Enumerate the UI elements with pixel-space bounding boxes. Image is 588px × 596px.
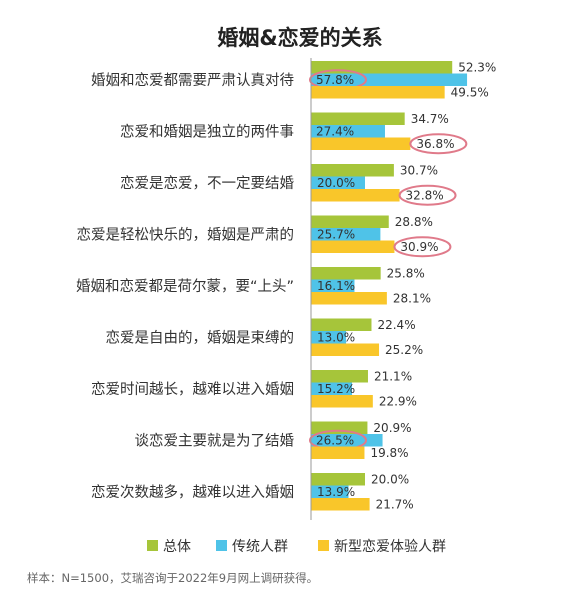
highlight-circle: [409, 133, 468, 155]
bar: [311, 215, 389, 228]
bar: [311, 473, 365, 486]
data-label: 20.9%: [373, 421, 411, 435]
data-label: 30.9%: [400, 240, 438, 254]
bar: [311, 240, 395, 253]
category-label: 谈恋爱主要就是为了结婚: [135, 431, 295, 449]
bar: [311, 125, 385, 138]
bar: [311, 370, 368, 383]
data-label: 34.7%: [411, 112, 449, 126]
bar: [311, 267, 381, 280]
bar: [311, 279, 355, 292]
category-label: 恋爱次数越多，越难以进入婚姻: [91, 483, 294, 501]
bar: [311, 137, 411, 150]
bar: [311, 485, 349, 498]
bar: [311, 446, 365, 459]
data-label: 25.8%: [387, 267, 425, 281]
data-label: 22.4%: [377, 318, 415, 332]
bar: [311, 228, 381, 241]
bar: [311, 189, 400, 202]
bar: [311, 395, 373, 408]
category-label: 恋爱和婚姻是独立的两件事: [120, 122, 294, 140]
chart-title: 婚姻&恋爱的关系: [217, 26, 382, 50]
bar: [311, 343, 380, 356]
legend-label: 总体: [163, 539, 191, 555]
legend-swatch: [216, 540, 227, 551]
category-label: 恋爱是自由的，婚姻是束缚的: [106, 328, 295, 346]
data-label: 25.2%: [385, 343, 423, 357]
data-label: 25.7%: [317, 228, 355, 242]
data-label: 20.0%: [317, 176, 355, 190]
data-label: 21.7%: [376, 498, 414, 512]
category-label: 恋爱时间越长，越难以进入婚姻: [91, 380, 294, 398]
legend-label: 新型恋爱体验人群: [334, 538, 446, 555]
category-label: 恋爱是恋爱，不一定要结婚: [120, 174, 294, 192]
bar: [311, 86, 445, 99]
data-label: 52.3%: [458, 61, 496, 75]
category-labels: 婚姻和恋爱都需要严肃认真对待恋爱和婚姻是独立的两件事恋爱是恋爱，不一定要结婚恋爱…: [76, 71, 295, 501]
footnote: 样本：N=1500，艾瑞咨询于2022年9月网上调研获得。: [27, 571, 318, 585]
bar: [311, 382, 353, 395]
category-label: 婚姻和恋爱都需要严肃认真对待: [91, 71, 294, 89]
category-label: 恋爱是轻松快乐的，婚姻是严肃的: [77, 225, 295, 243]
highlight-circle: [398, 184, 457, 206]
bar: [311, 292, 387, 305]
data-label: 20.0%: [371, 473, 409, 487]
data-label: 21.1%: [374, 370, 412, 384]
legend: 总体 传统人群 新型恋爱体验人群: [147, 538, 446, 555]
data-label: 57.8%: [316, 73, 354, 87]
data-label: 22.9%: [379, 395, 417, 409]
legend-swatch: [318, 540, 329, 551]
data-label: 13.0%: [317, 331, 355, 345]
data-label: 26.5%: [316, 434, 354, 448]
data-label: 28.1%: [393, 292, 431, 306]
bar: [311, 331, 347, 344]
data-label: 32.8%: [406, 189, 444, 203]
data-label: 49.5%: [451, 86, 489, 100]
data-label: 19.8%: [370, 446, 408, 460]
data-label: 15.2%: [317, 382, 355, 396]
data-label: 16.1%: [317, 279, 355, 293]
highlight-circle: [393, 236, 452, 258]
bar: [311, 164, 394, 177]
bar: [311, 498, 370, 511]
legend-label: 传统人群: [232, 539, 288, 555]
legend-swatch: [147, 540, 158, 551]
bars: 52.3% 57.8% 49.5%34.7% 27.4% 36.8% 30.7% 20.0%…: [309, 61, 496, 512]
data-label: 13.9%: [317, 485, 355, 499]
bar: [311, 61, 453, 74]
bar: [311, 73, 468, 86]
data-label: 36.8%: [416, 137, 454, 151]
bar: [311, 318, 372, 331]
bar: [311, 176, 365, 189]
data-label: 30.7%: [400, 164, 438, 178]
bar: [311, 112, 405, 125]
category-label: 婚姻和恋爱都是荷尔蒙，要“上头”: [76, 277, 294, 295]
data-label: 28.8%: [395, 215, 433, 229]
data-label: 27.4%: [316, 125, 354, 139]
